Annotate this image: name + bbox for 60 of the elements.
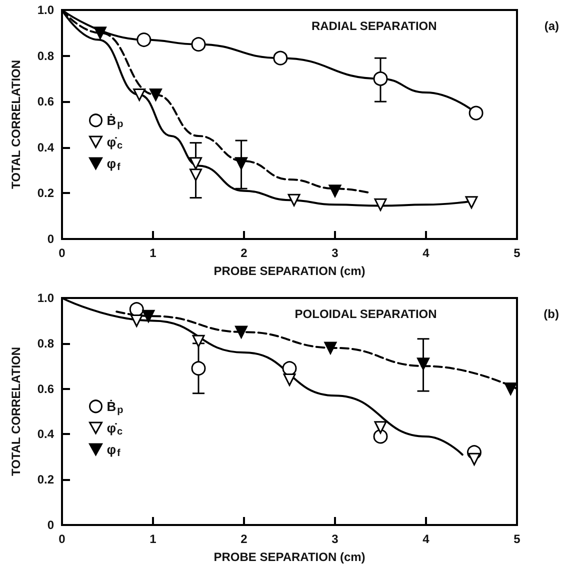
point bbox=[142, 309, 155, 322]
point bbox=[191, 37, 206, 52]
point bbox=[94, 26, 106, 40]
y-tick-label: 0.8 bbox=[37, 336, 54, 350]
y-tick-label: 1.0 bbox=[37, 290, 54, 304]
point bbox=[192, 334, 205, 347]
point bbox=[133, 88, 146, 101]
text: (b) bbox=[544, 306, 560, 320]
point bbox=[288, 194, 300, 206]
point bbox=[149, 88, 162, 101]
y-tick-label: 0.4 bbox=[37, 426, 54, 441]
y-tick-label: 0 bbox=[47, 232, 54, 246]
x-tick-label: 1 bbox=[150, 246, 157, 260]
point bbox=[328, 184, 342, 198]
point bbox=[130, 314, 143, 326]
point bbox=[235, 157, 248, 170]
point bbox=[190, 168, 202, 182]
y-tick-label: 1.0 bbox=[37, 3, 54, 17]
y-tick-label: 0.4 bbox=[37, 140, 54, 154]
annotation: RADIAL SEPARATION bbox=[311, 19, 437, 33]
y-tick-label: 0.2 bbox=[37, 186, 54, 200]
point bbox=[324, 341, 337, 354]
point bbox=[273, 50, 288, 66]
y-tick-label: 0.2 bbox=[37, 472, 54, 486]
point bbox=[374, 420, 387, 434]
point bbox=[504, 382, 517, 395]
x-tick-label: 3 bbox=[332, 532, 339, 546]
annotation: POLOIDAL SEPARATION bbox=[294, 306, 437, 320]
point bbox=[465, 196, 478, 209]
y-tick-label: 0.6 bbox=[37, 94, 54, 109]
x-tick-label: 2 bbox=[240, 532, 248, 546]
point bbox=[417, 357, 430, 370]
point bbox=[136, 32, 152, 48]
point bbox=[468, 452, 480, 465]
text: (a) bbox=[544, 19, 560, 33]
point bbox=[373, 71, 388, 86]
x-axis-title: PROBE SEPARATION (cm) bbox=[214, 264, 366, 278]
point bbox=[374, 198, 387, 211]
x-tick-label: 5 bbox=[514, 532, 521, 546]
y-axis-title: TOTAL CORRELATION bbox=[9, 346, 23, 476]
x-axis-title: PROBE SEPARATION (cm) bbox=[214, 550, 366, 564]
x-tick-label: 3 bbox=[332, 246, 339, 260]
x-tick-label: 4 bbox=[422, 532, 430, 546]
x-tick-label: 0 bbox=[58, 246, 66, 260]
y-axis-title: TOTAL CORRELATION bbox=[9, 60, 23, 190]
y-tick-label: 0 bbox=[47, 518, 54, 532]
point bbox=[468, 106, 484, 120]
x-tick-label: 5 bbox=[514, 246, 521, 260]
point bbox=[235, 325, 248, 338]
point bbox=[373, 428, 388, 444]
point bbox=[191, 360, 206, 376]
point bbox=[283, 372, 296, 386]
y-tick-label: 0.8 bbox=[37, 48, 54, 63]
x-tick-label: 4 bbox=[422, 246, 430, 260]
point bbox=[282, 360, 297, 376]
x-tick-label: 1 bbox=[150, 532, 157, 546]
y-tick-label: 0.6 bbox=[37, 381, 54, 396]
x-tick-label: 0 bbox=[58, 532, 66, 546]
x-tick-label: 2 bbox=[240, 246, 248, 260]
point bbox=[190, 157, 202, 170]
